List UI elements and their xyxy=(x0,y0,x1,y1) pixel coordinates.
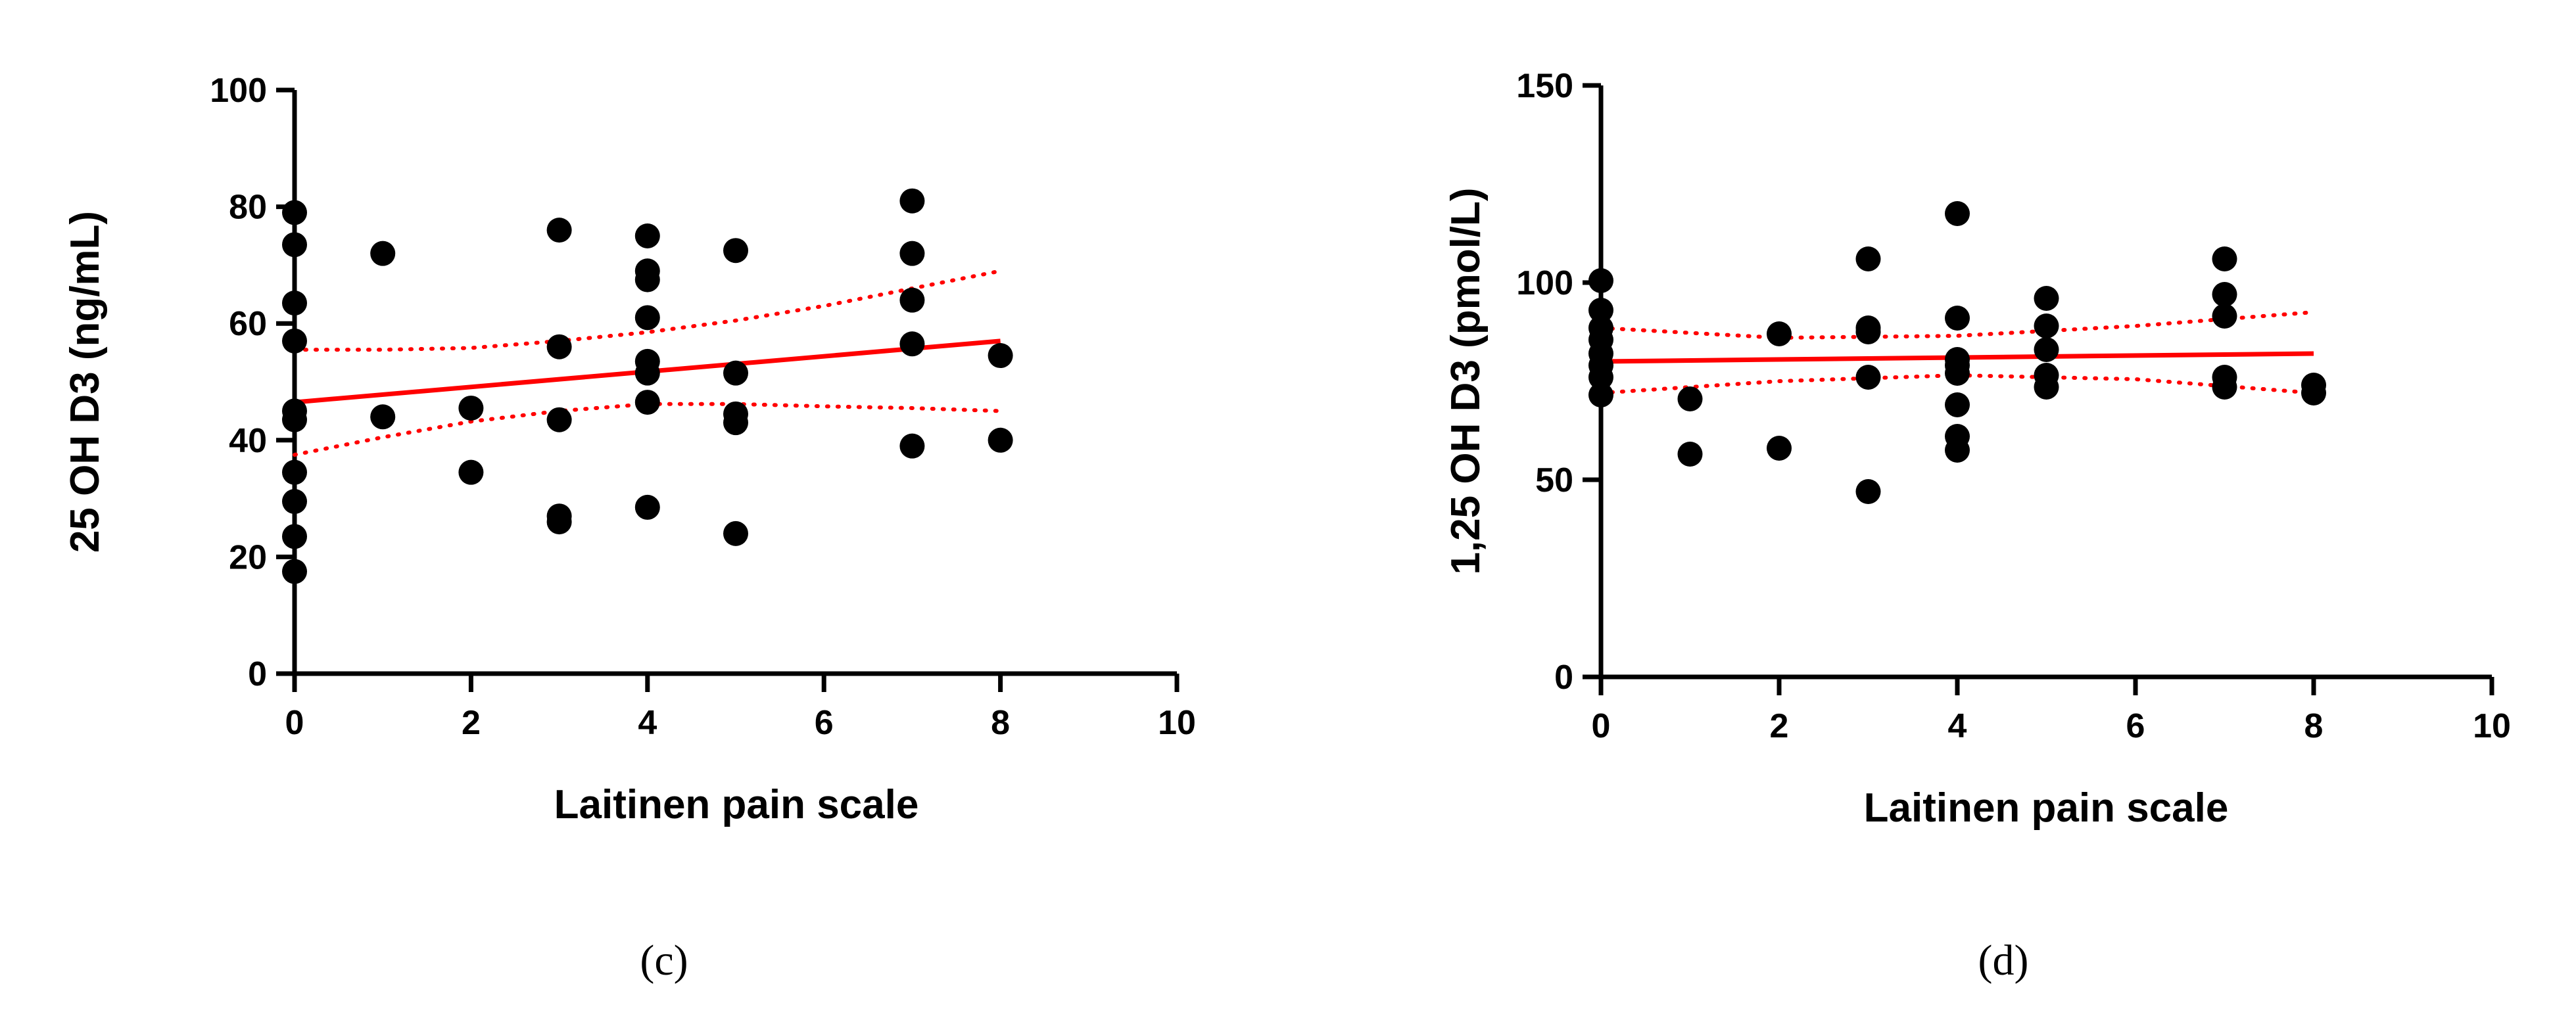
data-point xyxy=(282,232,307,258)
data-point xyxy=(988,427,1013,453)
x-tick-label: 10 xyxy=(2473,707,2511,745)
data-point xyxy=(899,188,925,214)
y-tick-label: 0 xyxy=(1554,659,1573,697)
y-axis-title: 1,25 OH D3 (pmol/L) xyxy=(1443,187,1489,574)
data-point xyxy=(458,459,484,485)
data-point xyxy=(899,287,925,313)
data-point xyxy=(282,200,307,225)
x-axis-title: Laitinen pain scale xyxy=(1864,785,2229,831)
data-point xyxy=(2034,313,2059,338)
panel-caption: (c) xyxy=(640,937,688,984)
data-point xyxy=(2212,246,2237,271)
x-tick-label: 10 xyxy=(1158,704,1196,742)
data-point xyxy=(370,404,396,430)
y-axis-title: 25 OH D3 (ng/mL) xyxy=(62,211,108,553)
x-tick-label: 0 xyxy=(285,704,304,742)
data-point xyxy=(546,218,572,243)
data-point xyxy=(1855,479,1881,504)
data-point xyxy=(723,360,748,386)
data-point xyxy=(723,521,748,546)
data-point xyxy=(1677,386,1703,411)
x-tick-label: 4 xyxy=(638,704,657,742)
data-point xyxy=(1588,268,1613,293)
x-tick-label: 4 xyxy=(1948,707,1967,745)
data-point xyxy=(2301,381,2326,405)
data-point xyxy=(1945,201,1970,226)
data-point xyxy=(1677,442,1703,467)
data-point xyxy=(546,334,572,359)
data-point xyxy=(634,390,660,415)
data-point xyxy=(2212,282,2237,307)
data-point xyxy=(282,489,307,515)
data-point xyxy=(634,267,660,292)
y-tick-label: 20 xyxy=(229,538,267,576)
data-point xyxy=(2034,375,2059,400)
y-tick-label: 60 xyxy=(229,305,267,343)
data-point xyxy=(634,494,660,520)
x-axis-title: Laitinen pain scale xyxy=(554,782,919,827)
data-point xyxy=(988,343,1013,369)
data-point xyxy=(282,328,307,354)
y-tick-label: 50 xyxy=(1535,461,1573,499)
data-point xyxy=(634,305,660,331)
data-point xyxy=(1945,392,1970,417)
data-point xyxy=(1588,382,1613,407)
ci-upper-line xyxy=(293,269,1003,352)
x-tick-label: 8 xyxy=(2304,707,2324,745)
data-point xyxy=(282,524,307,549)
data-point xyxy=(546,509,572,535)
data-point xyxy=(1588,365,1613,390)
panel-caption: (d) xyxy=(1978,937,2029,984)
y-tick-label: 80 xyxy=(229,189,267,227)
data-point xyxy=(546,407,572,432)
x-tick-label: 8 xyxy=(991,704,1010,742)
ci-upper-line xyxy=(1599,310,2316,340)
data-point xyxy=(723,238,748,264)
y-tick-label: 40 xyxy=(229,422,267,460)
x-tick-label: 2 xyxy=(1770,707,1789,745)
data-point xyxy=(2212,375,2237,400)
data-point xyxy=(370,241,396,266)
y-tick-label: 100 xyxy=(210,72,267,110)
data-point xyxy=(2034,337,2059,362)
data-point xyxy=(458,395,484,421)
data-point xyxy=(1945,306,1970,331)
x-tick-label: 6 xyxy=(2126,707,2145,745)
data-point xyxy=(282,290,307,316)
data-point xyxy=(2034,286,2059,311)
data-point xyxy=(899,331,925,357)
data-point xyxy=(1767,321,1792,346)
y-tick-label: 150 xyxy=(1516,67,1573,105)
data-point xyxy=(1855,365,1881,390)
data-point xyxy=(1588,298,1613,323)
x-tick-label: 6 xyxy=(815,704,834,742)
data-point xyxy=(282,407,307,432)
data-point xyxy=(1855,319,1881,344)
data-point xyxy=(1945,438,1970,463)
data-point xyxy=(282,559,307,584)
x-tick-label: 2 xyxy=(462,704,481,742)
data-point xyxy=(634,223,660,248)
data-point xyxy=(723,410,748,436)
x-tick-label: 0 xyxy=(1592,707,1611,745)
y-tick-label: 0 xyxy=(248,655,267,693)
data-point xyxy=(899,433,925,459)
data-point xyxy=(1767,436,1792,461)
data-point xyxy=(634,360,660,386)
y-tick-label: 100 xyxy=(1516,264,1573,302)
data-point xyxy=(1945,361,1970,386)
data-point xyxy=(282,459,307,485)
data-point xyxy=(1855,246,1881,271)
data-point xyxy=(899,241,925,266)
data-point xyxy=(2212,304,2237,329)
